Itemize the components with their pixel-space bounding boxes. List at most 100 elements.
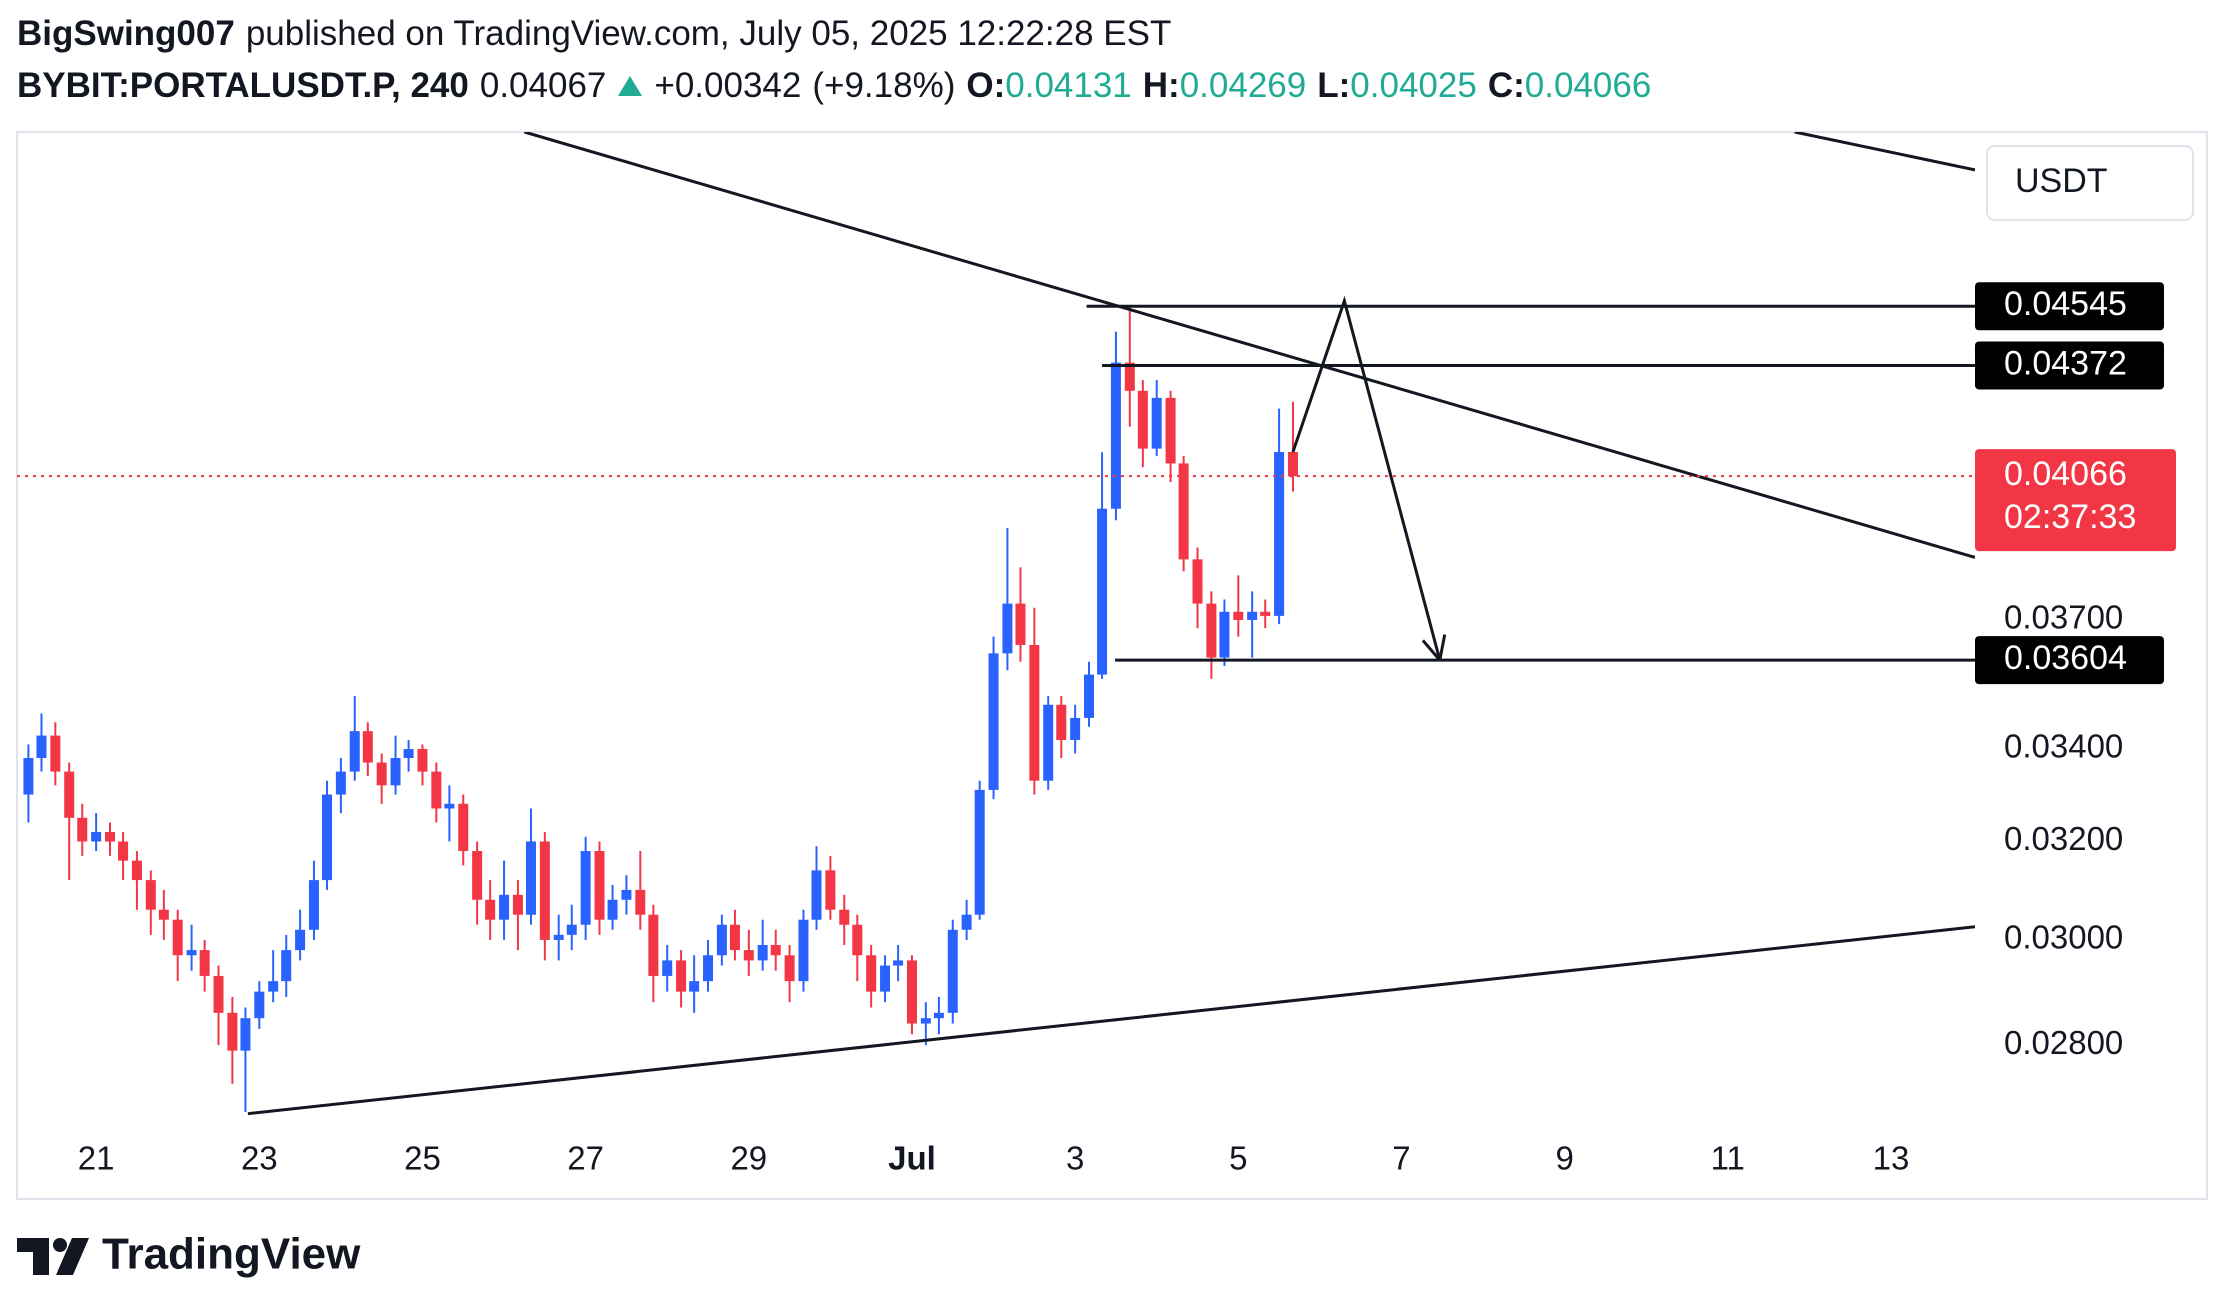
candle-body <box>1056 704 1067 741</box>
candle-body <box>1124 362 1135 391</box>
candle-body <box>852 924 863 956</box>
level-label-box <box>1975 636 2164 685</box>
level-label: 0.03604 <box>2004 639 2127 677</box>
candle-body <box>1070 717 1081 741</box>
x-tick-label: 27 <box>567 1140 604 1177</box>
candle-body <box>607 899 618 920</box>
x-tick-label: 3 <box>1066 1140 1084 1177</box>
candle-body <box>308 880 319 930</box>
candle-body <box>648 914 659 976</box>
candle-body <box>1192 559 1203 604</box>
candle-body <box>158 909 169 920</box>
candle-body <box>553 934 564 940</box>
candle-body <box>920 1018 931 1024</box>
candle-body <box>77 817 88 842</box>
candle-body <box>621 889 632 900</box>
y-tick-label: 0.03700 <box>2004 599 2123 636</box>
candle-body <box>23 757 34 795</box>
chart-frame <box>16 131 2208 1200</box>
close-value: 0.04066 <box>1524 66 1652 105</box>
candle-body <box>1043 704 1054 781</box>
candle-body <box>172 919 183 956</box>
candle-body <box>145 880 156 910</box>
candle-body <box>199 950 210 976</box>
candle-body <box>1029 644 1040 781</box>
ohlc-label: L: <box>1317 66 1351 105</box>
trendline <box>247 925 1975 1116</box>
x-tick-label: 5 <box>1229 1140 1247 1177</box>
change-percent: (+9.18%) <box>812 66 956 105</box>
candle-body <box>1219 611 1230 658</box>
candle-body <box>281 950 292 982</box>
candle-body <box>335 771 346 795</box>
level-label-box <box>1975 341 2164 390</box>
candle-body <box>839 909 850 925</box>
candle-body <box>472 851 483 900</box>
current-price-box <box>1975 449 2176 552</box>
candle-body <box>50 735 61 772</box>
projection-path <box>1291 295 1442 661</box>
plot-area <box>23 132 1975 1116</box>
y-tick-label: 0.03200 <box>2004 820 2123 857</box>
candle-body <box>825 870 836 910</box>
candle-body <box>64 771 75 818</box>
candle-body <box>417 748 428 772</box>
candle-body <box>1084 674 1095 718</box>
candle-body <box>906 960 917 1024</box>
candle-body <box>798 919 809 982</box>
ohlc-label: H: <box>1142 66 1180 105</box>
candle-body <box>743 950 754 961</box>
level-label: 0.04545 <box>2004 285 2127 323</box>
candle-body <box>784 955 795 982</box>
candle-body <box>105 831 116 842</box>
candle-body <box>36 735 47 758</box>
author: BigSwing007 <box>17 14 235 53</box>
candle-body <box>880 965 891 992</box>
candle-body <box>186 950 197 956</box>
candle-body <box>227 1012 238 1051</box>
trendline <box>524 132 1975 559</box>
candle-body <box>295 929 306 951</box>
candle-body <box>1206 603 1217 658</box>
candle-body <box>594 851 605 920</box>
candle-body <box>118 841 129 861</box>
candle-body <box>458 803 469 852</box>
candle-body <box>1260 611 1271 616</box>
logo <box>17 1238 89 1275</box>
arrow-head <box>1438 634 1447 661</box>
candle-body <box>403 748 414 758</box>
candle-body <box>1151 397 1162 449</box>
open-value: 0.04131 <box>1005 66 1132 105</box>
header-line-1: BigSwing007 published on TradingView.com… <box>17 14 1171 54</box>
candle-body <box>1178 463 1189 560</box>
level-label: 0.04372 <box>2004 344 2127 382</box>
currency: USDT <box>2015 162 2108 200</box>
candle-body <box>689 981 700 992</box>
candle-body <box>240 1018 251 1051</box>
candle-body <box>1247 611 1258 621</box>
candle-body <box>390 757 401 786</box>
candle-body <box>974 789 985 915</box>
candle-body <box>91 831 102 842</box>
current-price-label: 0.04066 <box>2004 455 2127 493</box>
candle-body <box>1165 397 1176 464</box>
candle-body <box>635 889 646 915</box>
candle-body <box>1097 508 1108 675</box>
y-tick-label: 0.02800 <box>2004 1024 2123 1061</box>
countdown: 02:37:33 <box>2004 498 2136 536</box>
currency-box[interactable] <box>1986 145 2194 221</box>
candle-body <box>376 762 387 786</box>
last-price: 0.04067 <box>479 66 607 105</box>
candle-body <box>512 894 523 915</box>
y-tick-label: 0.03400 <box>2004 728 2123 765</box>
candle-body <box>580 851 591 925</box>
candle-body <box>770 945 781 956</box>
candle-body <box>499 894 510 920</box>
candle-body <box>539 841 550 940</box>
x-tick-label: 13 <box>1873 1140 1910 1177</box>
candle-body <box>893 960 904 966</box>
x-tick-label: 11 <box>1711 1140 1745 1177</box>
published: published on TradingView.com, July 05, 2… <box>245 14 1172 53</box>
